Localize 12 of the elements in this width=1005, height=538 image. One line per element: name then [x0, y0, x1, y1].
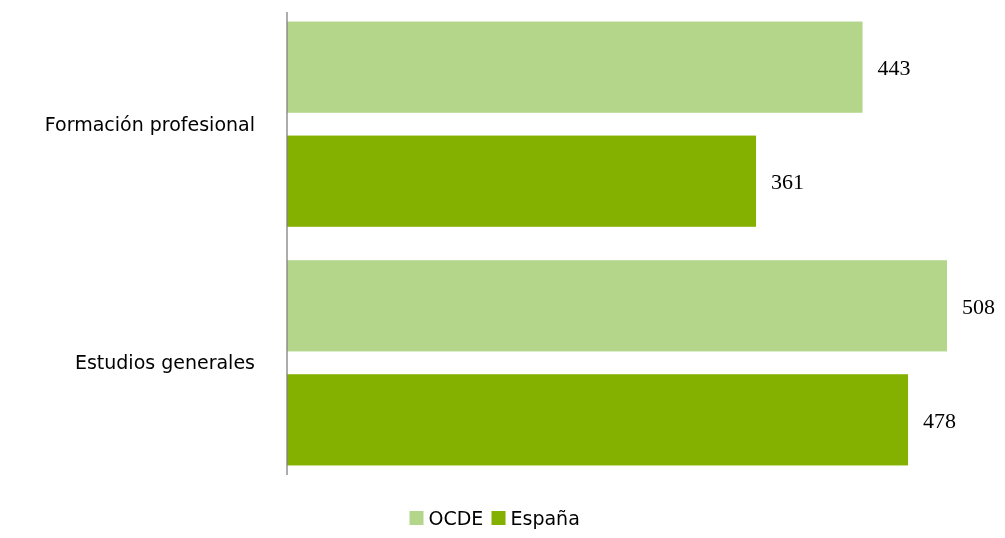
bar [287, 21, 863, 113]
data-label: 508 [962, 293, 995, 319]
data-label: 443 [877, 54, 911, 80]
y-tick-label: Formación profesional [44, 112, 255, 135]
data-label: 478 [923, 407, 957, 433]
data-label: 361 [771, 168, 805, 194]
y-tick-label: Estudios generales [74, 351, 255, 374]
legend-label: OCDE [428, 506, 484, 529]
legend-label: España [510, 506, 580, 529]
bar [287, 374, 909, 466]
bar [287, 260, 947, 352]
bar [287, 135, 757, 227]
